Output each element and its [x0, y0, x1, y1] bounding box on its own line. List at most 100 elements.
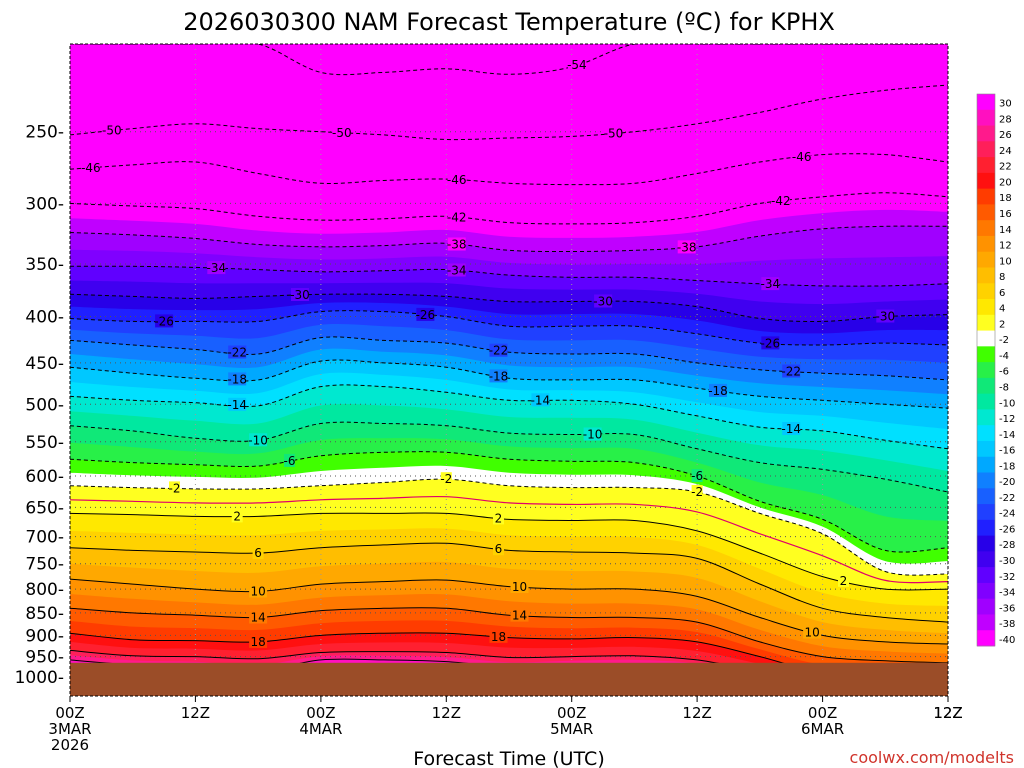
y-tick-label: 550- — [25, 433, 64, 453]
contour-label: -2 — [169, 481, 181, 495]
colorbar-swatch — [977, 109, 995, 126]
y-tick-label: 650- — [25, 498, 64, 518]
contour-label: 14 — [250, 611, 265, 625]
colorbar-label: 26 — [999, 130, 1012, 141]
colorbar-label: 20 — [999, 178, 1012, 189]
contour-label-bg — [228, 345, 247, 359]
colorbar-swatch — [977, 157, 995, 174]
colorbar-swatch — [977, 519, 995, 536]
colorbar-swatch — [977, 393, 995, 410]
contour-label: -50 — [102, 124, 122, 138]
colorbar-swatch — [977, 314, 995, 331]
contour-label-bg — [677, 240, 696, 254]
contour-label-bg — [440, 472, 452, 486]
colorbar-label: -18 — [999, 461, 1015, 472]
y-tick-label: 850- — [25, 604, 64, 624]
x-tick-label: 4MAR — [299, 720, 342, 738]
contour-label: -18 — [489, 369, 509, 383]
x-tick-label: 5MAR — [550, 720, 593, 738]
colorbar-swatch — [977, 94, 995, 111]
contour-label-bg — [249, 610, 268, 624]
contour-label: -30 — [875, 310, 895, 324]
contour-label: -30 — [593, 295, 613, 309]
colorbar-swatch — [977, 346, 995, 363]
contour-label-bg — [249, 634, 268, 648]
colorbar-label: 10 — [999, 256, 1012, 267]
contour-label: -38 — [677, 240, 697, 254]
chart-title: 2026030300 NAM Forecast Temperature (ºC)… — [183, 8, 835, 36]
x-tick-label: 00Z — [808, 704, 837, 722]
contour-label-bg — [81, 160, 100, 174]
contour-label-bg — [332, 125, 351, 139]
colorbar-label: -12 — [999, 414, 1015, 425]
contour-label: -6 — [691, 469, 703, 483]
contour-label: -26 — [154, 314, 174, 328]
colorbar-label: -32 — [999, 572, 1015, 583]
colorbar-label: -16 — [999, 446, 1015, 457]
contour-label-bg — [691, 469, 703, 482]
colorbar-label: -20 — [999, 477, 1015, 488]
colorbar-label: 4 — [999, 304, 1005, 315]
colorbar-swatch — [977, 299, 995, 316]
colorbar-swatch — [977, 377, 995, 395]
colorbar-label: -6 — [999, 367, 1009, 378]
colorbar-label: 2 — [999, 319, 1005, 330]
colorbar-label: 22 — [999, 162, 1012, 173]
y-tick-label: 350- — [25, 255, 64, 275]
contour-label-bg — [228, 397, 247, 411]
contour-label-bg — [803, 625, 822, 639]
isotherm-line — [70, 478, 948, 576]
colorbar-label: -34 — [999, 588, 1015, 599]
x-tick-label: 12Z — [432, 704, 461, 722]
isotherm-line — [70, 542, 948, 623]
contour-label: 2 — [840, 574, 848, 588]
colorbar-label: 8 — [999, 272, 1005, 283]
contour-label-bg — [489, 369, 508, 383]
y-tick-label: 400- — [25, 308, 64, 328]
colorbar-frame — [976, 93, 996, 647]
colorbar-label: -38 — [999, 619, 1015, 630]
isotherm-line — [70, 384, 948, 450]
y-tick-label: 950- — [25, 648, 64, 668]
contour-label: -54 — [567, 58, 587, 72]
colorbar-swatch — [977, 188, 995, 205]
contour-label: -46 — [81, 161, 101, 175]
colorbar-label: -10 — [999, 398, 1015, 409]
x-tick-label: 2026 — [51, 736, 89, 754]
x-tick-label: 12Z — [181, 704, 210, 722]
x-tick-label: 12Z — [933, 704, 962, 722]
y-tick-label: 1000- — [15, 668, 64, 688]
contour-label-bg — [604, 126, 623, 140]
colorbar-label: 28 — [999, 114, 1012, 125]
contour-label: 2 — [233, 509, 241, 523]
contour-label-bg — [489, 343, 508, 357]
contour-label: -34 — [206, 261, 226, 275]
contour-labels: -54 -50 -50 -50 -46 -46 -46 -42 -42 -38 -38 -34 -34 -… — [81, 58, 895, 649]
y-tick-label: 250- — [25, 123, 64, 143]
contour-label-bg — [416, 307, 435, 321]
colorbar-swatch — [977, 283, 995, 300]
y-tick-label: 300- — [25, 194, 64, 214]
contour-label-bg — [228, 372, 247, 386]
colorbar-swatch — [977, 220, 995, 237]
colorbar-swatch — [977, 582, 995, 600]
colorbar-swatch — [977, 472, 995, 489]
contour-label-bg — [284, 453, 295, 467]
contour-label: 6 — [495, 542, 503, 556]
contour-label: -6 — [284, 454, 296, 468]
contour-label: -26 — [760, 336, 780, 350]
isotherm-line — [70, 225, 948, 253]
contour-label-bg — [782, 422, 801, 435]
y-tick-label: 600- — [25, 467, 64, 487]
contour-label-bg — [249, 433, 268, 447]
freezing-line — [70, 495, 948, 584]
isotherm-line — [70, 336, 948, 381]
contour-label: -2 — [440, 472, 452, 486]
contour-label-bg — [583, 427, 602, 441]
colorbar-label: -22 — [999, 493, 1015, 504]
contour-label: -14 — [227, 398, 247, 412]
colorbar-label: -24 — [999, 509, 1015, 520]
contour-label: -50 — [332, 126, 352, 140]
